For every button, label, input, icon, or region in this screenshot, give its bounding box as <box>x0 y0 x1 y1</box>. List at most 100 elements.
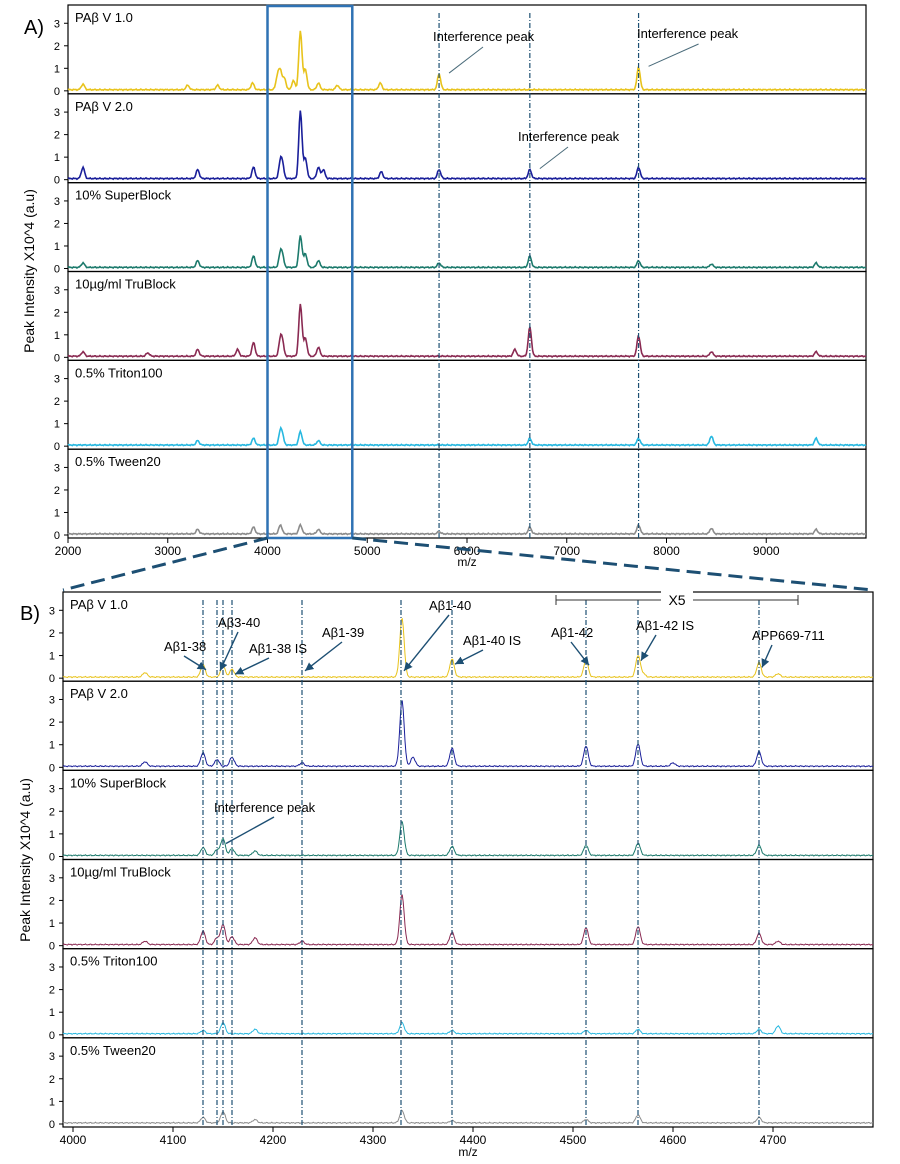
series-line <box>62 1109 874 1125</box>
series-line <box>67 425 867 447</box>
series-label: PAβ V 2.0 <box>75 99 133 114</box>
y-tick-label: 3 <box>54 107 60 119</box>
y-tick-label: 2 <box>54 485 60 497</box>
y-tick-label: 3 <box>49 694 55 706</box>
y-tick-label: 3 <box>54 196 60 208</box>
annotation-label: Aβ1-40 IS <box>463 633 521 648</box>
series-line <box>62 821 874 857</box>
scale-bar-mask <box>661 590 693 608</box>
strip-frame <box>62 858 874 950</box>
x-tick-label: 3000 <box>154 544 181 558</box>
y-tick-label: 0 <box>54 441 60 453</box>
y-tick-label: 2 <box>49 717 55 729</box>
x-tick-label: 7000 <box>553 544 580 558</box>
series-label: 10µg/ml TruBlock <box>75 277 176 292</box>
series-line <box>62 894 874 946</box>
y-tick-label: 0 <box>49 941 55 953</box>
series-label: PAβ V 2.0 <box>70 686 128 701</box>
annotation-arrow <box>454 649 484 665</box>
x-tick-label: 8000 <box>653 544 680 558</box>
y-tick-label: 0 <box>49 673 55 685</box>
series-line <box>62 1021 874 1036</box>
y-axis-label: Peak Intensity X10^4 (a.u) <box>21 189 37 353</box>
series-strip: 0 1 2 3 0.5% Triton100 <box>54 359 867 453</box>
y-tick-label: 3 <box>49 605 55 617</box>
y-tick-label: 0 <box>49 1030 55 1042</box>
annotation-arrow <box>570 641 590 666</box>
x-tick-label: 4600 <box>660 1133 687 1147</box>
annotation-arrow <box>403 614 450 672</box>
annotation-leader <box>539 146 569 170</box>
y-tick-label: 2 <box>49 806 55 818</box>
series-line <box>62 617 874 679</box>
y-tick-label: 1 <box>54 419 60 431</box>
annotation-arrow <box>761 644 773 668</box>
series-label: PAβ V 1.0 <box>70 597 128 612</box>
x-tick-label: 4400 <box>460 1133 487 1147</box>
series-label: 0.5% Triton100 <box>70 954 157 969</box>
annotation-arrow <box>640 634 657 662</box>
x-tick-label: 2000 <box>55 544 82 558</box>
x-tick-label: 5000 <box>354 544 381 558</box>
x-tick-label: 4100 <box>160 1133 187 1147</box>
y-tick-label: 1 <box>49 1096 55 1108</box>
y-tick-label: 3 <box>54 18 60 30</box>
y-tick-label: 1 <box>49 918 55 930</box>
y-tick-label: 2 <box>49 895 55 907</box>
y-tick-label: 0 <box>54 352 60 364</box>
series-line <box>67 110 867 181</box>
series-label: 10% SuperBlock <box>75 188 172 203</box>
y-tick-label: 1 <box>54 241 60 253</box>
series-strip: 0 1 2 3 PAβ V 2.0 <box>54 93 867 187</box>
annotation-arrow <box>219 631 239 672</box>
strip-frame <box>67 448 867 539</box>
series-line <box>67 303 867 358</box>
x-tick-label: 4700 <box>760 1133 787 1147</box>
series-label: 0.5% Tween20 <box>75 454 161 469</box>
series-label: 10% SuperBlock <box>70 775 167 790</box>
y-tick-label: 0 <box>49 852 55 864</box>
y-tick-label: 2 <box>54 396 60 408</box>
zoom-connector-right <box>352 536 874 592</box>
series-strip: 0 1 2 3 PAβ V 2.0 <box>49 680 874 774</box>
y-tick-label: 2 <box>49 628 55 640</box>
series-strip: 0 1 2 3 10% SuperBlock <box>54 182 867 276</box>
panel-label: A) <box>24 17 44 39</box>
series-label: 10µg/ml TruBlock <box>70 865 171 880</box>
y-tick-label: 0 <box>49 762 55 774</box>
y-tick-label: 0 <box>54 264 60 276</box>
annotation-label: Aβ1-38 IS <box>249 641 307 656</box>
y-tick-label: 3 <box>54 285 60 297</box>
annotation-label: Aβ1-42 <box>551 625 593 640</box>
y-tick-label: 2 <box>54 41 60 53</box>
series-strip: 0 1 2 3 10µg/ml TruBlock <box>49 858 874 953</box>
x-axis-label: m/z <box>458 1145 477 1159</box>
y-tick-label: 3 <box>49 962 55 974</box>
series-label: 0.5% Triton100 <box>75 365 162 380</box>
series-label: 0.5% Tween20 <box>70 1043 156 1058</box>
annotation-label: Aβ1-38 <box>164 639 206 654</box>
x-tick-label: 4500 <box>560 1133 587 1147</box>
y-tick-label: 3 <box>49 784 55 796</box>
guide-lines <box>438 13 640 538</box>
y-tick-label: 3 <box>54 374 60 386</box>
strip-frame <box>67 93 867 184</box>
y-tick-label: 2 <box>54 218 60 230</box>
y-tick-label: 3 <box>49 1051 55 1063</box>
series-line <box>62 699 874 768</box>
y-tick-label: 1 <box>54 152 60 164</box>
y-axis-label: Peak Intensity X10^4 (a.u) <box>17 778 33 942</box>
series-line <box>67 522 867 536</box>
annotation-leader <box>448 46 484 74</box>
y-tick-label: 2 <box>49 985 55 997</box>
guide-lines <box>202 600 760 1127</box>
y-tick-label: 3 <box>54 462 60 474</box>
annotation-label: Interference peak <box>433 29 535 44</box>
y-tick-label: 0 <box>54 86 60 98</box>
y-tick-label: 1 <box>49 829 55 841</box>
series-strip: 0 1 2 3 0.5% Tween20 <box>54 448 867 542</box>
series-strip: 0 1 2 3 10% SuperBlock <box>49 769 874 864</box>
x-axis-label: m/z <box>457 555 476 569</box>
strip-frame <box>62 769 874 861</box>
zoom-region-box <box>266 4 354 540</box>
